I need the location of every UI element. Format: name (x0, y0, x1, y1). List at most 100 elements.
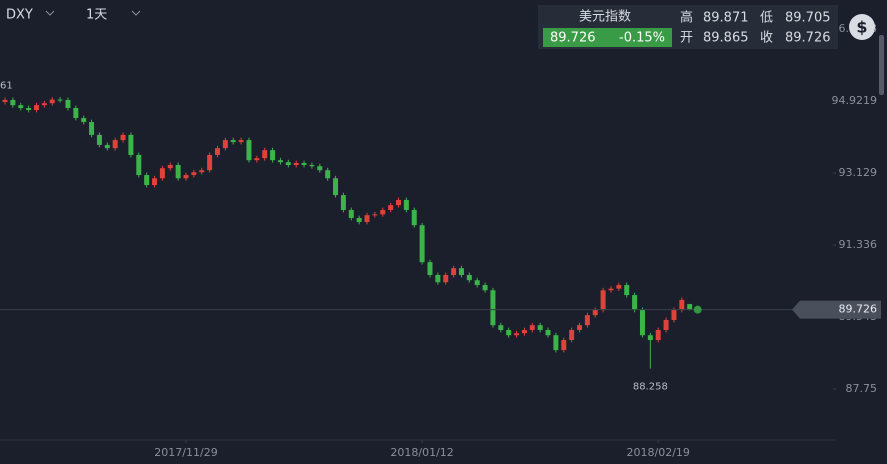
plot: 96.714894.921993.12991.33689.54387.75201… (0, 22, 881, 459)
candle-body (10, 99, 16, 106)
candle-body (136, 154, 142, 176)
candle-body (89, 122, 95, 135)
candle-body (222, 140, 228, 149)
candle-body (73, 107, 79, 119)
high-label: 高 (680, 10, 693, 26)
candle-body (561, 340, 567, 351)
dropdown-icon[interactable] (131, 10, 141, 16)
candle-body (49, 99, 55, 104)
candle-body (104, 144, 110, 149)
x-tick-label: 2018/01/12 (390, 446, 453, 459)
symbol[interactable]: DXY (6, 8, 33, 23)
currency-symbol[interactable]: $ (856, 18, 867, 37)
candle-body (262, 150, 268, 159)
currency-button[interactable]: $ (849, 14, 875, 40)
candle-body (679, 299, 685, 310)
candle-body (333, 178, 339, 196)
candle-body (33, 105, 39, 110)
price-tag (792, 300, 881, 319)
candle-body (427, 262, 433, 275)
period[interactable]: 1天 (86, 8, 107, 23)
price-tag-label: 89.726 (839, 303, 878, 316)
candle-body (584, 315, 590, 326)
candle-body (65, 99, 71, 108)
candle-body (270, 150, 276, 161)
currency-icon[interactable] (849, 14, 875, 40)
candle-body (663, 319, 669, 330)
x-tick-label: 2018/02/19 (627, 446, 690, 459)
y-tick-label: 91.336 (839, 238, 878, 251)
high-value: 89.871 (703, 11, 749, 26)
candle-body (112, 140, 118, 149)
close-value: 89.726 (785, 31, 831, 46)
candle-body (671, 309, 677, 320)
candle-body (57, 99, 63, 101)
candle-body (356, 217, 362, 223)
candle-body (214, 148, 220, 155)
candle-body (498, 325, 504, 330)
candle-body (41, 103, 47, 106)
candle-body (293, 162, 299, 165)
candle-body (608, 288, 614, 291)
candle-body (474, 280, 480, 286)
candle-body (537, 325, 543, 330)
candle-body (403, 199, 409, 210)
low-label: 低 (760, 11, 773, 26)
candle-body (207, 154, 213, 171)
candle-body (325, 170, 331, 179)
candle-body (521, 330, 527, 334)
candle-body (120, 134, 126, 141)
candle-body (152, 178, 158, 186)
candle-body (18, 105, 24, 108)
candle-body (128, 134, 134, 155)
candle-body (301, 162, 307, 165)
candle-body (372, 214, 378, 216)
candle-body (238, 140, 244, 143)
candle-body (687, 304, 693, 310)
live-dot (693, 305, 702, 314)
candle-body (466, 275, 472, 281)
candle-body (285, 162, 291, 165)
candle-body (411, 209, 417, 226)
close-label: 收 (760, 31, 773, 46)
candle-body (553, 335, 559, 351)
candle-body (482, 285, 488, 291)
low-value: 89.705 (785, 11, 831, 26)
candle-body (443, 275, 449, 283)
candle-body (529, 325, 535, 330)
x-tick-label: 2017/11/29 (154, 446, 217, 459)
candle-body (639, 309, 645, 336)
min-label: 88.258 (633, 382, 668, 393)
candle-body (419, 225, 425, 263)
candle-body (340, 195, 346, 210)
candle-body (364, 215, 370, 223)
dropdown-icon[interactable] (45, 10, 55, 16)
candle-body (624, 285, 630, 296)
candle-body (380, 209, 386, 215)
candle-body (159, 168, 165, 179)
candle-body (592, 309, 598, 316)
candle-body (183, 175, 189, 179)
candle-body (388, 205, 394, 210)
candle-body (514, 333, 520, 336)
candle-body (655, 330, 661, 341)
candle-body (569, 330, 575, 341)
quote-name: 美元指数 (579, 10, 631, 25)
candle-body (600, 290, 606, 310)
candle-body (506, 330, 512, 336)
candle-body (144, 175, 150, 186)
candle-body (26, 107, 32, 110)
candle-body (167, 165, 173, 169)
candle-body (81, 118, 87, 123)
open-label: 开 (680, 31, 693, 46)
candle-body (230, 140, 236, 143)
candle-body (632, 295, 638, 310)
candle-body (490, 290, 496, 326)
y-tick-label: 87.75 (846, 382, 878, 395)
scrollbar[interactable] (879, 35, 884, 95)
open-value: 89.865 (703, 31, 749, 46)
candle-body (435, 275, 441, 283)
